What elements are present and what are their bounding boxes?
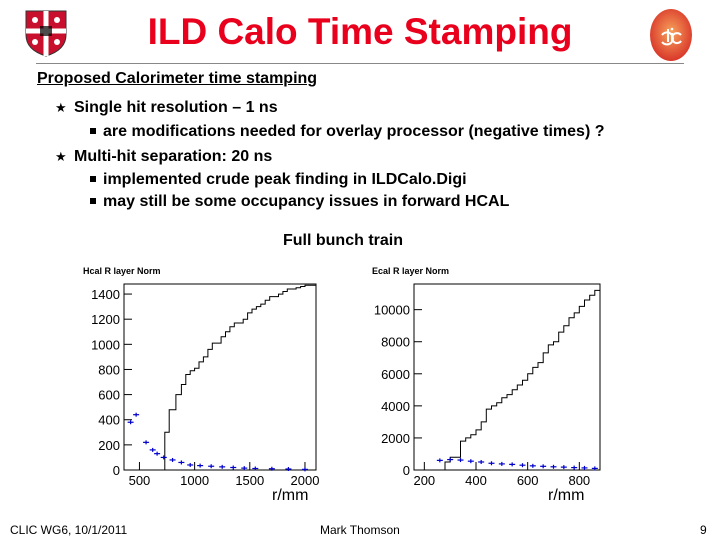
sub-bullet-2-2: may still be some occupancy issues in fo… [90, 193, 509, 211]
star-bullet-icon: ★ [55, 100, 67, 115]
square-bullet-icon [90, 175, 96, 182]
x-tick-label: 200 [413, 473, 435, 488]
figure-caption: Full bunch train [283, 232, 403, 249]
hcal-plot: 0 200 400 600 800 1000 1200 1400 500 1000 1500 2000 [91, 283, 320, 488]
y-tick-label: 10000 [374, 303, 410, 318]
page-number: 9 [700, 523, 707, 537]
footer-center: Mark Thomson [320, 523, 400, 537]
y-tick-label: 2000 [381, 431, 410, 446]
section-heading: Proposed Calorimeter time stamping [37, 70, 318, 87]
plot-frame [123, 283, 317, 471]
sub-bullet-2-1: implemented crude peak finding in ILDCal… [90, 171, 467, 189]
university-crest-icon [25, 10, 67, 57]
x-tick-label: 600 [517, 473, 539, 488]
y-tick-label: 200 [98, 438, 120, 453]
ecal-plot-title: Ecal R layer Norm [372, 266, 450, 276]
y-tick-label: 800 [98, 362, 120, 377]
slide-title: ILD Calo Time Stamping [147, 11, 573, 52]
x-tick-label: 1000 [180, 473, 209, 488]
y-tick-label: 1200 [91, 312, 120, 327]
y-tick-label: 1400 [91, 287, 120, 302]
hcal-plot-title: Hcal R layer Norm [83, 266, 161, 276]
plot-frame [413, 283, 601, 471]
x-tick-label: 2000 [291, 473, 320, 488]
star-bullet-icon: ★ [55, 149, 67, 164]
hcal-x-axis-label: r/mm [272, 487, 309, 504]
ecal-x-axis-label: r/mm [548, 487, 585, 504]
y-tick-label: 1000 [91, 337, 120, 352]
square-bullet-icon [90, 197, 96, 204]
title-divider [36, 63, 684, 64]
y-tick-label: 8000 [381, 335, 410, 350]
y-tick-label: 600 [98, 388, 120, 403]
clic-logo-icon [650, 9, 692, 61]
bullet-2: Multi-hit separation: 20 ns [74, 148, 273, 165]
square-bullet-icon [90, 127, 96, 134]
histogram-line [125, 284, 316, 471]
y-tick-label: 0 [403, 463, 410, 478]
sub-bullet-1-1: are modifications needed for overlay pro… [90, 123, 604, 141]
y-tick-label: 0 [113, 463, 120, 478]
y-tick-label: 6000 [381, 367, 410, 382]
footer-left: CLIC WG6, 10/1/2011 [10, 523, 128, 537]
bullet-1: Single hit resolution – 1 ns [74, 99, 278, 116]
x-tick-label: 500 [129, 473, 151, 488]
x-tick-label: 400 [465, 473, 487, 488]
y-tick-label: 400 [98, 413, 120, 428]
x-tick-label: 800 [568, 473, 590, 488]
ecal-plot: 0 2000 4000 6000 8000 10000 200 400 600 800 [374, 283, 601, 488]
histogram-line [416, 289, 600, 471]
y-tick-label: 4000 [381, 399, 410, 414]
x-tick-label: 1500 [235, 473, 264, 488]
